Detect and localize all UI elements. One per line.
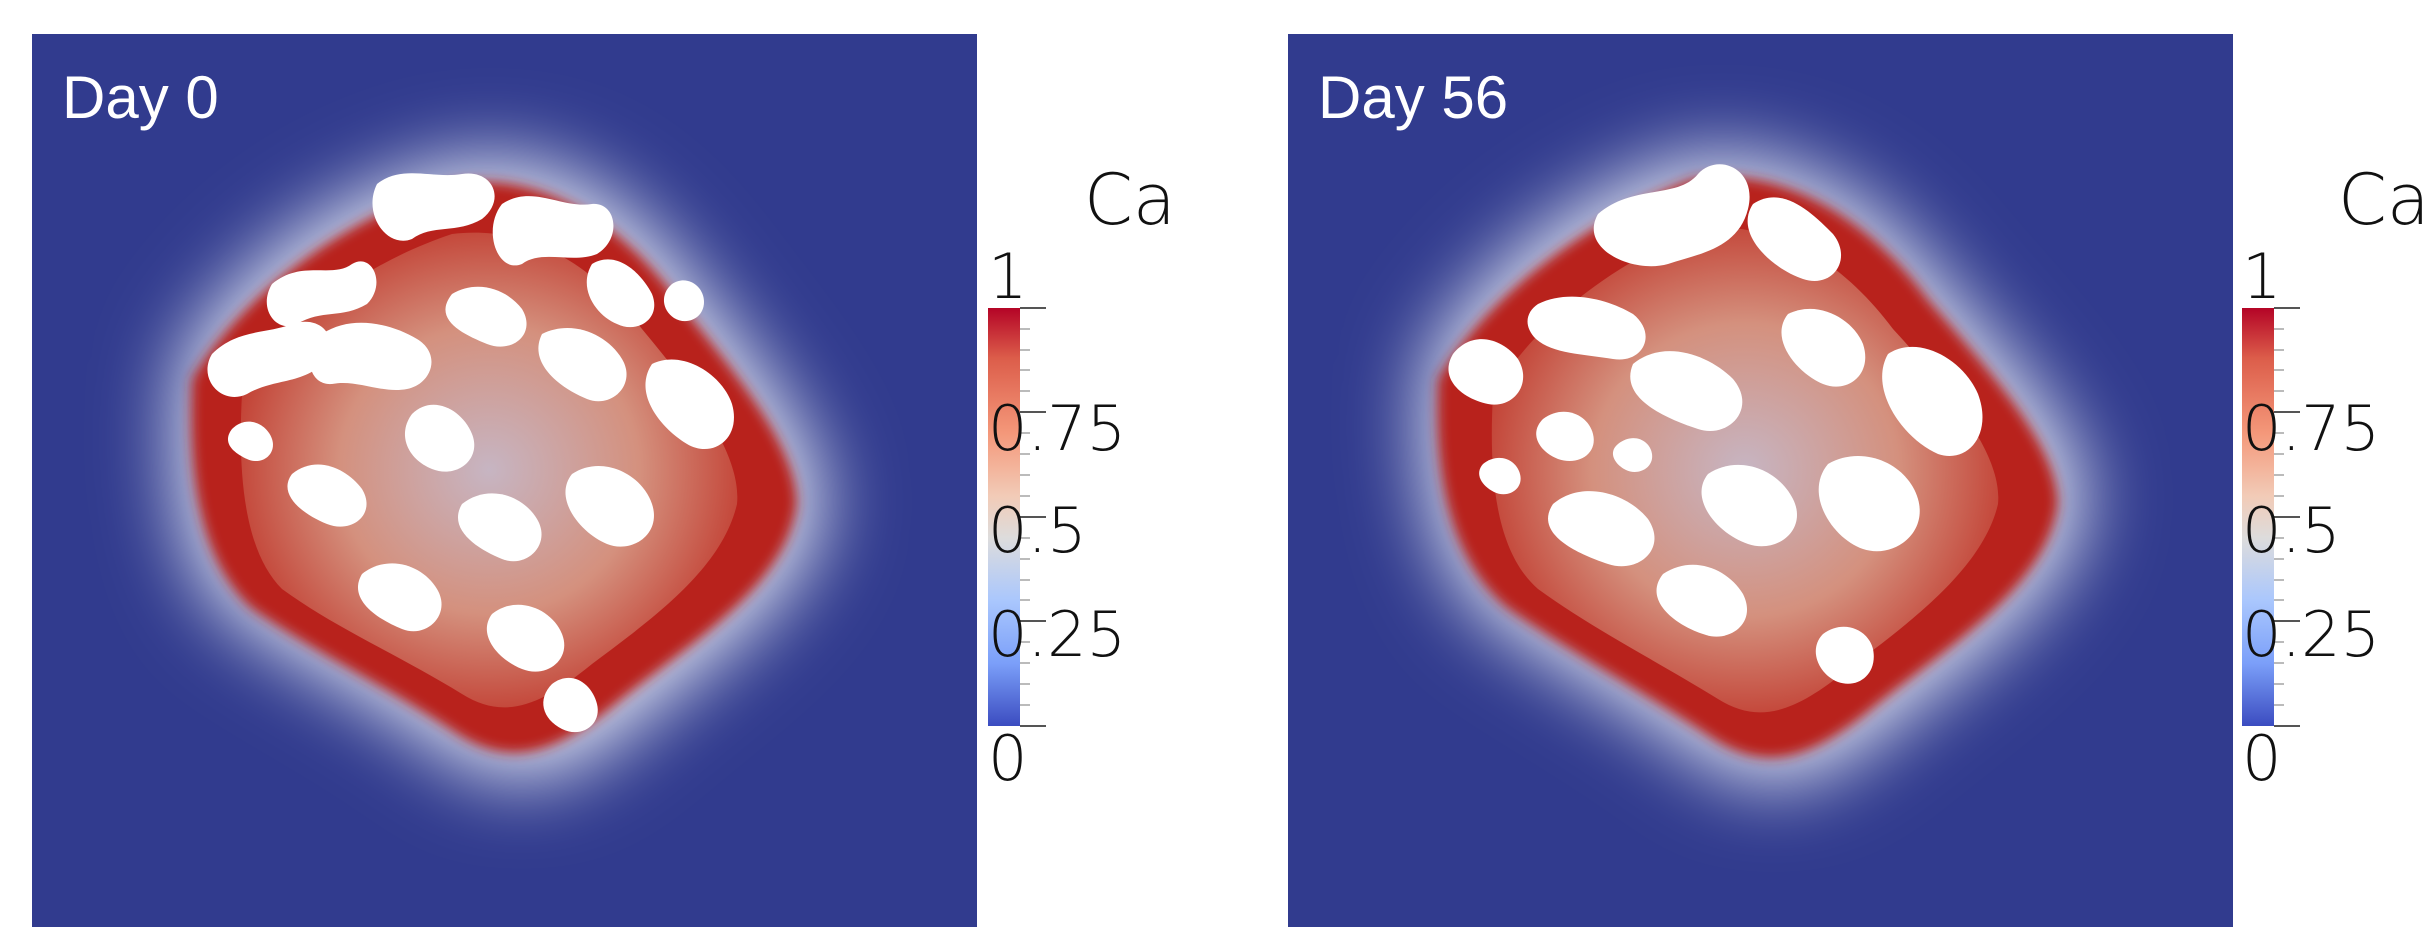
colormap-legend-2: Ca 1 0.75 0.5 0.25 0: [2242, 0, 2436, 927]
colorbar-tick-0-75: 0.75: [2242, 392, 2381, 465]
colorbar-tick-0-25: 0.25: [988, 598, 1127, 671]
day-label: Day 56: [1318, 64, 1509, 131]
simulation-panel-day-0: Day 0: [32, 34, 977, 927]
concentration-field-day-56: [1288, 34, 2233, 927]
simulation-panel-day-56: Day 56: [1288, 34, 2233, 927]
grain-structures: [207, 173, 734, 733]
colorbar-tick-0: 0: [988, 722, 1028, 795]
colorbar-tick-1: 1: [2242, 240, 2282, 313]
colorbar-tick-0-75: 0.75: [988, 392, 1127, 465]
colorbar-tick-0-25: 0.25: [2242, 598, 2381, 671]
colorbar-tick-0-5: 0.5: [2242, 494, 2341, 567]
colorbar-tick-1: 1: [988, 240, 1028, 313]
colorbar-ticks: [2274, 307, 2300, 727]
grain-structures: [1448, 164, 1983, 684]
colorbar-tick-0-5: 0.5: [988, 494, 1087, 567]
day-label: Day 0: [62, 64, 219, 131]
colorbar-tick-0: 0: [2242, 722, 2282, 795]
colorbar-ticks: [1020, 307, 1046, 727]
colorbar: [2242, 308, 2274, 726]
colormap-title: Ca: [1084, 159, 1176, 241]
colormap-legend-1: Ca 1 0.75 0.5 0.25 0: [988, 0, 1228, 927]
colorbar: [988, 308, 1020, 726]
colormap-title: Ca: [2338, 159, 2430, 241]
concentration-field-day-0: [32, 34, 977, 927]
